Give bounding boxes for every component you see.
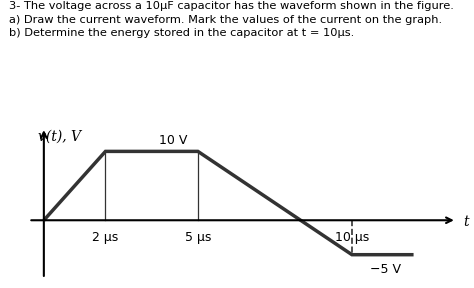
Text: 5 μs: 5 μs <box>185 231 211 244</box>
Text: −5 V: −5 V <box>370 263 401 276</box>
Text: 10 μs: 10 μs <box>335 231 369 244</box>
Text: t: t <box>463 215 468 229</box>
Text: 10 V: 10 V <box>159 134 187 147</box>
Text: v(t), V: v(t), V <box>37 129 81 143</box>
Text: 2 μs: 2 μs <box>92 231 118 244</box>
Text: 3- The voltage across a 10μF capacitor has the waveform shown in the figure.
a) : 3- The voltage across a 10μF capacitor h… <box>9 1 455 38</box>
